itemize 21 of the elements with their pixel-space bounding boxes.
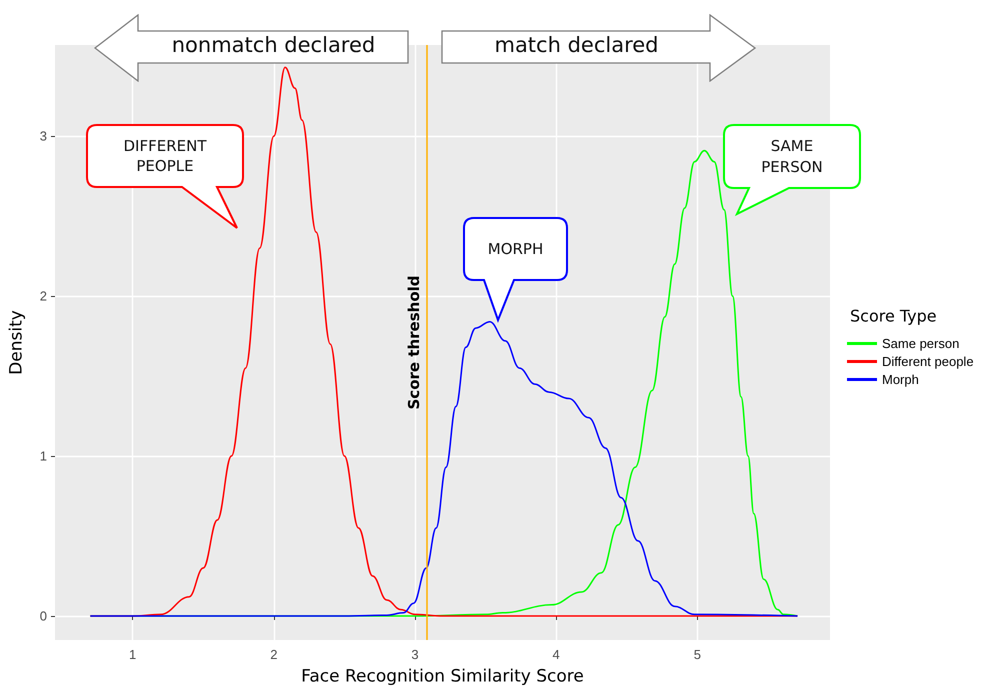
ref-line-label: Score threshold: [404, 275, 423, 410]
y-axis-title: Density: [6, 310, 26, 375]
legend-label: Morph: [882, 372, 919, 387]
x-tick-label: 5: [694, 647, 701, 662]
y-tick-label: 0: [40, 608, 47, 624]
annotation: MORPH: [486, 238, 544, 260]
x-tick-label: 2: [270, 647, 278, 662]
x-tick-label: 3: [411, 647, 419, 662]
annotation: SAME PERSON: [760, 136, 824, 178]
annotation: DIFFERENT PEOPLE: [122, 136, 208, 177]
x-axis-title: Face Recognition Similarity Score: [301, 666, 584, 686]
y-tick-label: 3: [40, 128, 47, 144]
y-tick-label: 1: [40, 448, 47, 464]
annotation: match declared: [493, 33, 660, 57]
x-tick-label: 1: [129, 647, 136, 662]
x-tick-label: 4: [552, 647, 560, 662]
legend-label: Different people: [882, 354, 974, 369]
legend-title: Score Type: [850, 306, 937, 326]
legend-label: Same person: [882, 336, 960, 351]
annotation: nonmatch declared: [170, 33, 376, 57]
y-tick-label: 2: [40, 288, 47, 304]
